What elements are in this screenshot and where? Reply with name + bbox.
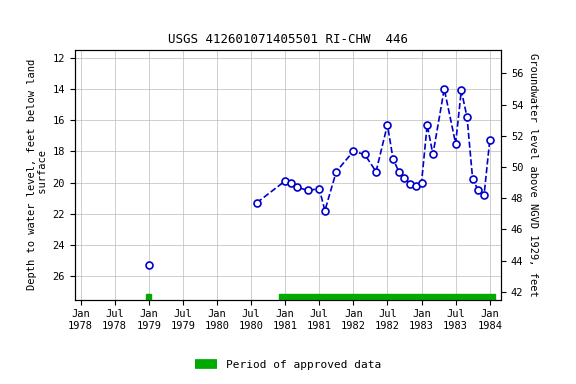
Title: USGS 412601071405501 RI-CHW  446: USGS 412601071405501 RI-CHW 446 bbox=[168, 33, 408, 46]
Legend: Period of approved data: Period of approved data bbox=[191, 356, 385, 375]
Y-axis label: Depth to water level, feet below land
 surface: Depth to water level, feet below land su… bbox=[27, 59, 48, 290]
Bar bbox=[146, 294, 151, 300]
Bar bbox=[279, 294, 495, 300]
Y-axis label: Groundwater level above NGVD 1929, feet: Groundwater level above NGVD 1929, feet bbox=[528, 53, 537, 296]
